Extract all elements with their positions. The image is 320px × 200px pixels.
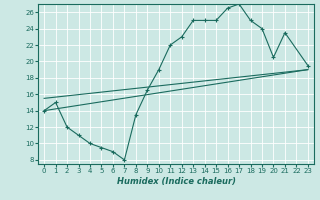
X-axis label: Humidex (Indice chaleur): Humidex (Indice chaleur) bbox=[116, 177, 236, 186]
